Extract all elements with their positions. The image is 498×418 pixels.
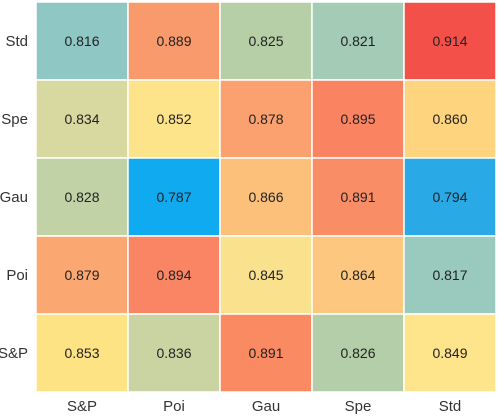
cell-value-label: 0.816	[64, 33, 99, 49]
heatmap-cell	[219, 79, 313, 159]
y-tick-label: Poi	[6, 267, 28, 284]
x-tick-label: Gau	[252, 398, 280, 415]
heatmap-cell	[219, 1, 313, 81]
heatmap-cell	[35, 235, 129, 315]
cell-value-label: 0.852	[156, 111, 191, 127]
cell-value-label: 0.864	[340, 267, 375, 283]
cell-value-label: 0.894	[156, 267, 191, 283]
x-tick-label: Poi	[163, 398, 185, 415]
cell-value-label: 0.891	[340, 189, 375, 205]
heatmap-cell	[35, 1, 129, 81]
cell-value-label: 0.845	[248, 267, 283, 283]
heatmap-cell	[35, 79, 129, 159]
heatmap-cell	[403, 79, 497, 159]
x-tick-label: Spe	[345, 398, 372, 415]
heatmap-cell	[403, 313, 497, 393]
cell-value-label: 0.826	[340, 345, 375, 361]
y-tick-label: S&P	[0, 345, 28, 362]
heatmap-cell	[127, 1, 221, 81]
cell-value-label: 0.891	[248, 345, 283, 361]
cell-value-label: 0.878	[248, 111, 283, 127]
heatmap-cell	[127, 313, 221, 393]
heatmap-cell	[127, 157, 221, 237]
cell-value-label: 0.860	[432, 111, 467, 127]
heatmap-cell	[311, 157, 405, 237]
heatmap-cell	[311, 235, 405, 315]
cell-value-label: 0.794	[432, 189, 467, 205]
cell-value-label: 0.825	[248, 33, 283, 49]
cell-value-label: 0.849	[432, 345, 467, 361]
cell-value-label: 0.895	[340, 111, 375, 127]
heatmap-cell	[403, 235, 497, 315]
heatmap-cell	[127, 235, 221, 315]
heatmap-cell	[219, 235, 313, 315]
cell-value-label: 0.821	[340, 33, 375, 49]
cell-value-label: 0.787	[156, 189, 191, 205]
y-tick-label: Spe	[1, 111, 28, 128]
cell-value-label: 0.817	[432, 267, 467, 283]
cell-value-label: 0.914	[432, 33, 467, 49]
cell-value-label: 0.836	[156, 345, 191, 361]
cell-value-label: 0.879	[64, 267, 99, 283]
x-tick-label: Std	[439, 398, 462, 415]
cell-value-label: 0.889	[156, 33, 191, 49]
heatmap-cell	[219, 313, 313, 393]
y-tick-label: Std	[5, 33, 28, 50]
x-tick-label: S&P	[67, 398, 97, 415]
y-tick-label: Gau	[0, 189, 28, 206]
heatmap-cell	[35, 313, 129, 393]
cell-value-label: 0.866	[248, 189, 283, 205]
cell-value-label: 0.834	[64, 111, 99, 127]
cell-value-label: 0.853	[64, 345, 99, 361]
cell-value-label: 0.828	[64, 189, 99, 205]
